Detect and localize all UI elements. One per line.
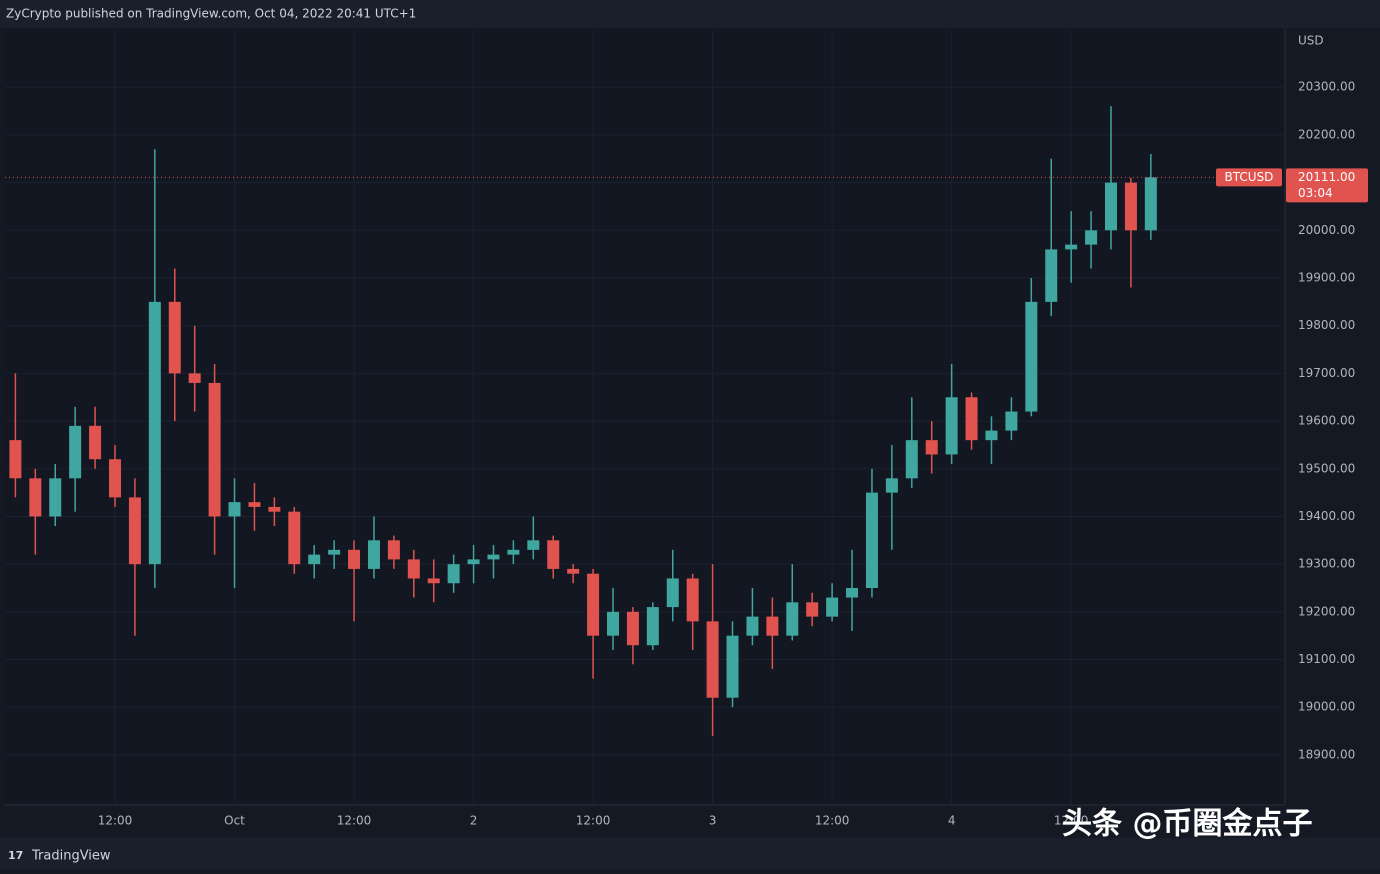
candle-body bbox=[208, 382, 221, 517]
footer-text: TradingView bbox=[31, 849, 111, 864]
candle-body bbox=[945, 397, 958, 455]
x-tick-label: Oct bbox=[224, 814, 245, 828]
candle-body bbox=[308, 554, 321, 565]
candle-body bbox=[487, 554, 500, 560]
y-tick-label: 19200.00 bbox=[1298, 604, 1355, 618]
header-bar bbox=[0, 0, 1380, 28]
symbol-label: BTCUSD bbox=[1225, 170, 1274, 184]
axis-unit: USD bbox=[1298, 34, 1324, 48]
candle-body bbox=[1144, 177, 1157, 231]
candle-body bbox=[666, 578, 679, 608]
candle-body bbox=[387, 540, 400, 560]
y-tick-label: 19300.00 bbox=[1298, 557, 1355, 571]
x-tick-label: 3 bbox=[709, 814, 717, 828]
candle-body bbox=[1085, 230, 1098, 245]
footer-bar bbox=[0, 838, 1380, 870]
candle-body bbox=[148, 301, 161, 565]
candle-body bbox=[846, 588, 859, 598]
candle-body bbox=[268, 506, 281, 512]
candle-body bbox=[766, 616, 779, 636]
y-tick-label: 20300.00 bbox=[1298, 80, 1355, 94]
logo: 17 bbox=[8, 849, 23, 862]
candle-body bbox=[288, 511, 301, 565]
candle-body bbox=[1045, 249, 1058, 302]
candle-body bbox=[826, 597, 839, 617]
candle-body bbox=[1065, 244, 1078, 250]
candle-body bbox=[1124, 182, 1137, 231]
price-badge bbox=[1286, 168, 1368, 203]
candle-body bbox=[248, 502, 261, 507]
x-tick-label: 12:00 bbox=[1054, 814, 1089, 828]
symbol-badge bbox=[1216, 168, 1282, 187]
candle-body bbox=[89, 425, 102, 460]
candle-body bbox=[328, 549, 341, 555]
candle-body bbox=[49, 478, 62, 517]
candle-body bbox=[905, 440, 918, 479]
candle-body bbox=[467, 559, 480, 565]
watermark: 头条 @币圈金点子 bbox=[1062, 807, 1312, 842]
y-tick-label: 19000.00 bbox=[1298, 700, 1355, 714]
candle-body bbox=[367, 540, 380, 569]
candle-body bbox=[786, 602, 799, 636]
candle-body bbox=[527, 540, 540, 550]
candle-body bbox=[507, 549, 520, 555]
candle-body bbox=[29, 478, 42, 517]
candle-body bbox=[925, 440, 938, 455]
candle-body bbox=[1105, 182, 1117, 231]
candle-body bbox=[587, 573, 600, 636]
candle-body bbox=[228, 502, 241, 517]
candle-body bbox=[706, 621, 719, 698]
candle-body bbox=[985, 430, 998, 441]
y-tick-label: 19900.00 bbox=[1298, 271, 1355, 285]
candle-body bbox=[109, 459, 121, 498]
y-tick-label: 18900.00 bbox=[1298, 747, 1355, 761]
candle-body bbox=[348, 549, 361, 569]
candle-body bbox=[1025, 301, 1038, 412]
x-tick-label: 12:00 bbox=[98, 814, 133, 828]
candle-body bbox=[567, 568, 580, 574]
x-tick-label: 2 bbox=[470, 814, 478, 828]
y-tick-label: 19500.00 bbox=[1298, 461, 1355, 475]
candle-body bbox=[407, 559, 420, 579]
candle-body bbox=[69, 425, 82, 479]
candle-body bbox=[427, 578, 440, 584]
candle-body bbox=[1005, 411, 1018, 431]
y-tick-label: 20000.00 bbox=[1298, 223, 1355, 237]
candle-body bbox=[865, 492, 878, 588]
candle-body bbox=[168, 301, 181, 374]
candle-body bbox=[128, 497, 141, 565]
candle-body bbox=[447, 564, 460, 584]
candle-body bbox=[965, 397, 978, 441]
candle-body bbox=[885, 478, 898, 493]
y-tick-label: 19600.00 bbox=[1298, 414, 1355, 428]
plot-area bbox=[5, 30, 1285, 805]
header-text: ZyCrypto published on TradingView.com, O… bbox=[6, 7, 416, 21]
x-tick-label: 4 bbox=[948, 814, 956, 828]
y-tick-label: 19100.00 bbox=[1298, 652, 1355, 666]
x-tick-label: 12:00 bbox=[576, 814, 611, 828]
candle-body bbox=[686, 578, 699, 622]
y-tick-label: 19800.00 bbox=[1298, 318, 1355, 332]
candle-body bbox=[746, 616, 759, 636]
y-tick-label: 20200.00 bbox=[1298, 127, 1355, 141]
countdown-label: 03:04 bbox=[1298, 186, 1333, 200]
candle-body bbox=[607, 611, 619, 636]
candle-body bbox=[806, 602, 819, 617]
price-label: 20111.00 bbox=[1298, 170, 1355, 184]
candle-body bbox=[9, 440, 22, 479]
candle-body bbox=[626, 611, 639, 646]
candle-body bbox=[726, 635, 739, 698]
x-tick-label: 12:00 bbox=[337, 814, 372, 828]
y-tick-label: 19700.00 bbox=[1298, 366, 1355, 380]
candle-body bbox=[188, 373, 201, 383]
candle-body bbox=[646, 607, 659, 646]
x-tick-label: 12:00 bbox=[815, 814, 850, 828]
y-tick-label: 19400.00 bbox=[1298, 509, 1355, 523]
candle-body bbox=[547, 540, 560, 569]
